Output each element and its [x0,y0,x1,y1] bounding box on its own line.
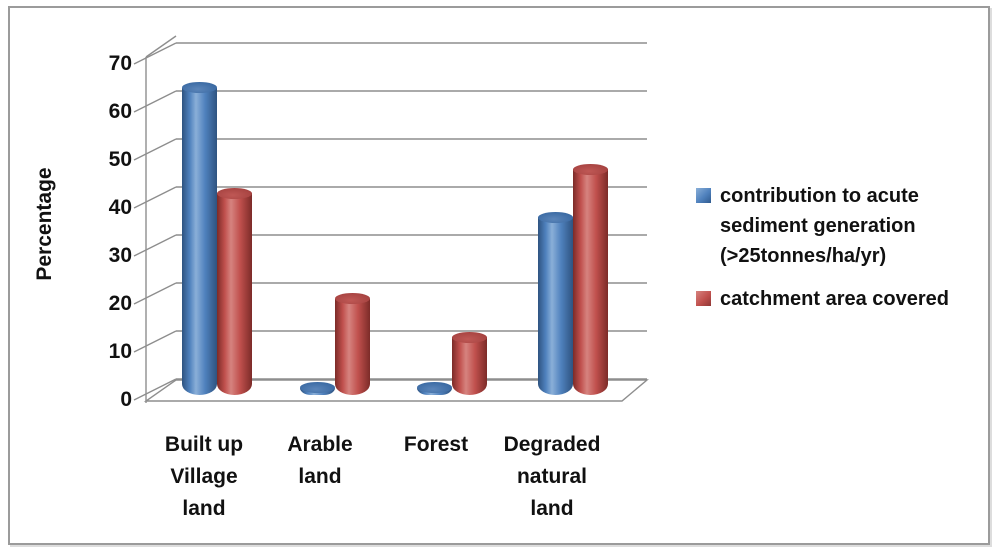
tick-connector-60 [133,90,177,113]
legend-swatch-icon [696,188,711,203]
tick-connector-10 [133,330,177,353]
legend-swatch-icon [696,291,711,306]
tick-connector-70 [133,42,177,65]
legend: contribution to acute sediment generation… [696,181,981,327]
legend-label: contribution to acute sediment generation… [720,181,919,271]
legend-label-line: catchment area covered [720,288,950,310]
tick-connector-30 [133,234,177,257]
floor [143,379,649,402]
axis-top-connector [145,35,177,58]
tick-connector-20 [133,282,177,305]
tick-connector-0 [133,378,177,401]
legend-label-line: (>25tonnes/ha/yr) [720,245,887,267]
legend-label: catchment area covered [720,284,949,314]
tick-connector-50 [133,138,177,161]
legend-item-1: contribution to acute sediment generation… [696,181,981,271]
figure-border [8,6,990,545]
y-axis-title: Percentage [33,167,56,281]
legend-item-2: catchment area covered [696,284,981,314]
tick-connector-40 [133,186,177,209]
legend-label-line: sediment generation [720,215,916,237]
legend-label-line: contribution to acute [720,185,919,207]
